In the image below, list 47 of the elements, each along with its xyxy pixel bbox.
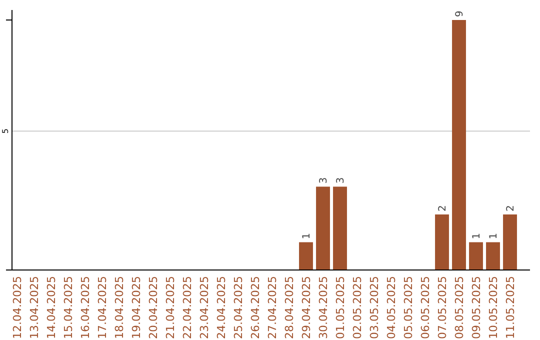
x-tick-label: 29.04.2025 <box>300 276 313 339</box>
x-tick-label: 08.05.2025 <box>453 276 466 339</box>
x-tick-label: 23.04.2025 <box>198 276 211 339</box>
x-tick-label: 15.04.2025 <box>62 276 75 339</box>
x-tick-label: 01.05.2025 <box>334 276 347 339</box>
x-tick-label: 06.05.2025 <box>419 276 432 339</box>
x-tick-label: 17.04.2025 <box>96 276 109 339</box>
x-tick-label: 11.05.2025 <box>504 276 517 339</box>
bar <box>503 214 517 270</box>
x-tick-label: 28.04.2025 <box>283 276 296 339</box>
data-label: 1 <box>472 232 482 240</box>
x-tick-label: 19.04.2025 <box>130 276 143 339</box>
bar <box>299 242 313 270</box>
x-tick-label: 20.04.2025 <box>147 276 160 339</box>
bar <box>435 214 449 270</box>
bar <box>486 242 500 270</box>
x-tick-label: 24.04.2025 <box>215 276 228 339</box>
x-tick-label: 27.04.2025 <box>266 276 279 339</box>
x-tick-label: 04.05.2025 <box>385 276 398 339</box>
x-tick-label: 09.05.2025 <box>470 276 483 339</box>
x-tick-label: 14.04.2025 <box>45 276 58 339</box>
x-tick-label: 22.04.2025 <box>181 276 194 339</box>
x-tick-label: 13.04.2025 <box>28 276 41 339</box>
x-tick-label: 02.05.2025 <box>351 276 364 339</box>
x-tick-label: 18.04.2025 <box>113 276 126 339</box>
ref-line-label: 5 <box>1 128 10 134</box>
data-label: 1 <box>488 232 500 240</box>
x-tick-label: 12.04.2025 <box>11 276 24 339</box>
data-label: 2 <box>506 205 516 212</box>
data-label: 3 <box>318 177 330 184</box>
bar <box>333 186 347 270</box>
bar <box>469 242 483 270</box>
x-tick-label: 30.04.2025 <box>317 276 330 339</box>
x-tick-label: 26.04.2025 <box>249 276 262 339</box>
x-tick-label: 16.04.2025 <box>79 276 92 339</box>
x-tick-label: 03.05.2025 <box>368 276 381 339</box>
x-tick-label: 25.04.2025 <box>232 276 245 339</box>
data-label: 1 <box>302 232 312 240</box>
data-label: 9 <box>454 10 466 17</box>
data-label: 3 <box>336 177 346 184</box>
x-tick-label: 05.05.2025 <box>402 276 415 339</box>
x-tick-label: 21.04.2025 <box>164 276 177 339</box>
bar <box>316 186 330 270</box>
x-tick-label: 10.05.2025 <box>487 276 500 339</box>
x-tick-label: 07.05.2025 <box>436 276 449 339</box>
data-label: 2 <box>438 205 448 212</box>
bar <box>452 20 466 270</box>
